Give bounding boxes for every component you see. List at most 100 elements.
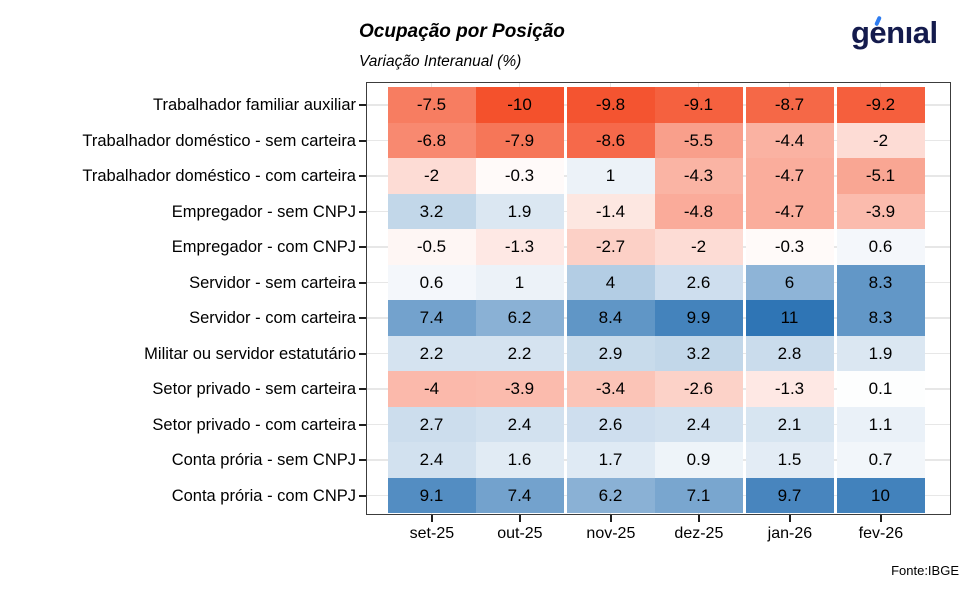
- heatmap-cell: -4.7: [745, 158, 834, 194]
- heatmap-cell: 11: [745, 300, 834, 336]
- col-label: out-25: [497, 525, 543, 542]
- heatmap-cell: -3.9: [475, 371, 564, 407]
- heatmap-cell: 0.6: [387, 265, 476, 300]
- heatmap-cell: 0.1: [836, 371, 925, 407]
- heatmap-cell: 6.2: [566, 478, 655, 513]
- heatmap-cell: 1.7: [566, 442, 655, 478]
- heatmap-cell: 1: [475, 265, 564, 300]
- col-label: nov-25: [586, 525, 636, 542]
- y-tick: [359, 494, 366, 497]
- x-tick: [609, 515, 612, 522]
- heatmap-cell: -8.6: [566, 123, 655, 158]
- x-tick: [879, 515, 882, 522]
- heatmap-cell: 4: [566, 265, 655, 300]
- y-tick: [359, 104, 366, 107]
- y-tick: [359, 388, 366, 391]
- x-tick: [518, 515, 521, 522]
- y-tick: [359, 459, 366, 462]
- chart-title: Ocupação por Posição: [359, 21, 565, 42]
- heatmap-cell: 2.2: [387, 336, 476, 371]
- heatmap-cell: 2.4: [475, 407, 564, 442]
- heatmap-cell: -5.5: [654, 123, 743, 158]
- row-label: Servidor - sem carteira: [189, 273, 356, 292]
- heatmap-cell: 1.6: [475, 442, 564, 478]
- heatmap-cell: 1.9: [475, 194, 564, 229]
- col-label: dez-25: [674, 525, 724, 542]
- heatmap-cell: 0.7: [836, 442, 925, 478]
- genial-logo: genıal: [851, 13, 961, 57]
- chart-subtitle: Variação Interanual (%): [359, 53, 522, 70]
- heatmap-cell: -2: [387, 158, 476, 194]
- source-note: Fonte:IBGE: [891, 563, 959, 578]
- heatmap-cell: 0.9: [654, 442, 743, 478]
- heatmap-cell: -4.7: [745, 194, 834, 229]
- heatmap-cell: -8.7: [745, 87, 834, 123]
- heatmap-cell: -1.4: [566, 194, 655, 229]
- heatmap-cell: -3.9: [836, 194, 925, 229]
- heatmap-cell: 2.4: [387, 442, 476, 478]
- heatmap-cell: -6.8: [387, 123, 476, 158]
- y-tick: [359, 139, 366, 142]
- heatmap-cell: 1: [566, 158, 655, 194]
- row-label: Empregador - com CNPJ: [171, 238, 356, 257]
- heatmap-cell: 6: [745, 265, 834, 300]
- logo-text: genıal: [851, 15, 938, 50]
- x-tick: [697, 515, 700, 522]
- heatmap-cell: 7.4: [387, 300, 476, 336]
- heatmap-cell: 1.5: [745, 442, 834, 478]
- heatmap-cell: -4.8: [654, 194, 743, 229]
- heatmap-cell: 3.2: [654, 336, 743, 371]
- row-label: Setor privado - com carteira: [152, 415, 356, 434]
- heatmap-cell: 6.2: [475, 300, 564, 336]
- heatmap-panel: -7.5 -10 -9.8 -9.1 -8.7 -9.2 -6.8 -7.9 -8.6 -5.5-…: [366, 82, 951, 515]
- row-label: Trabalhador doméstico - com carteira: [82, 167, 356, 186]
- heatmap-cell: -4: [387, 371, 476, 407]
- y-tick: [359, 352, 366, 355]
- heatmap-cell: 2.9: [566, 336, 655, 371]
- heatmap-cell: -7.5: [387, 87, 476, 123]
- row-label: Setor privado - sem carteira: [152, 380, 356, 399]
- heatmap-cell: -2.7: [566, 229, 655, 265]
- y-tick: [359, 175, 366, 178]
- row-label: Empregador - sem CNPJ: [171, 202, 356, 221]
- heatmap-cell: 7.4: [475, 478, 564, 513]
- x-tick: [430, 515, 433, 522]
- heatmap-cell: 2.2: [475, 336, 564, 371]
- heatmap-cell: -9.2: [836, 87, 925, 123]
- heatmap-cell: 2.6: [654, 265, 743, 300]
- heatmap-cell: -5.1: [836, 158, 925, 194]
- heatmap-cell: 9.1: [387, 478, 476, 513]
- heatmap-cell: 2.8: [745, 336, 834, 371]
- heatmap-cell: 2.7: [387, 407, 476, 442]
- y-tick: [359, 317, 366, 320]
- heatmap-cell: -10: [475, 87, 564, 123]
- col-label: fev-26: [858, 525, 904, 542]
- heatmap-cell: -2: [836, 123, 925, 158]
- heatmap-cell: -4.4: [745, 123, 834, 158]
- heatmap-cell: 0.6: [836, 229, 925, 265]
- heatmap-cell: 1.1: [836, 407, 925, 442]
- heatmap-cell: 9.7: [745, 478, 834, 513]
- heatmap-cell: -2.6: [654, 371, 743, 407]
- heatmap-cell: 2.1: [745, 407, 834, 442]
- col-label: jan-26: [767, 525, 813, 542]
- heatmap-cell: -2: [654, 229, 743, 265]
- heatmap-cell: -9.8: [566, 87, 655, 123]
- heatmap-cell: -1.3: [475, 229, 564, 265]
- col-label: set-25: [409, 525, 455, 542]
- heatmap-cell: -3.4: [566, 371, 655, 407]
- heatmap-cell: 2.4: [654, 407, 743, 442]
- heatmap-cell: 8.3: [836, 265, 925, 300]
- heatmap-cell: -0.5: [387, 229, 476, 265]
- row-label: Trabalhador familiar auxiliar: [153, 96, 356, 115]
- row-label: Servidor - com carteira: [189, 309, 356, 328]
- y-tick: [359, 281, 366, 284]
- heatmap-cell: 3.2: [387, 194, 476, 229]
- heatmap-cell: 8.3: [836, 300, 925, 336]
- heatmap-cell: -1.3: [745, 371, 834, 407]
- title-block: Ocupação por Posição Variação Interanual…: [359, 20, 565, 71]
- row-label: Conta prória - com CNPJ: [171, 486, 356, 505]
- x-tick: [788, 515, 791, 522]
- heatmap-cell: 1.9: [836, 336, 925, 371]
